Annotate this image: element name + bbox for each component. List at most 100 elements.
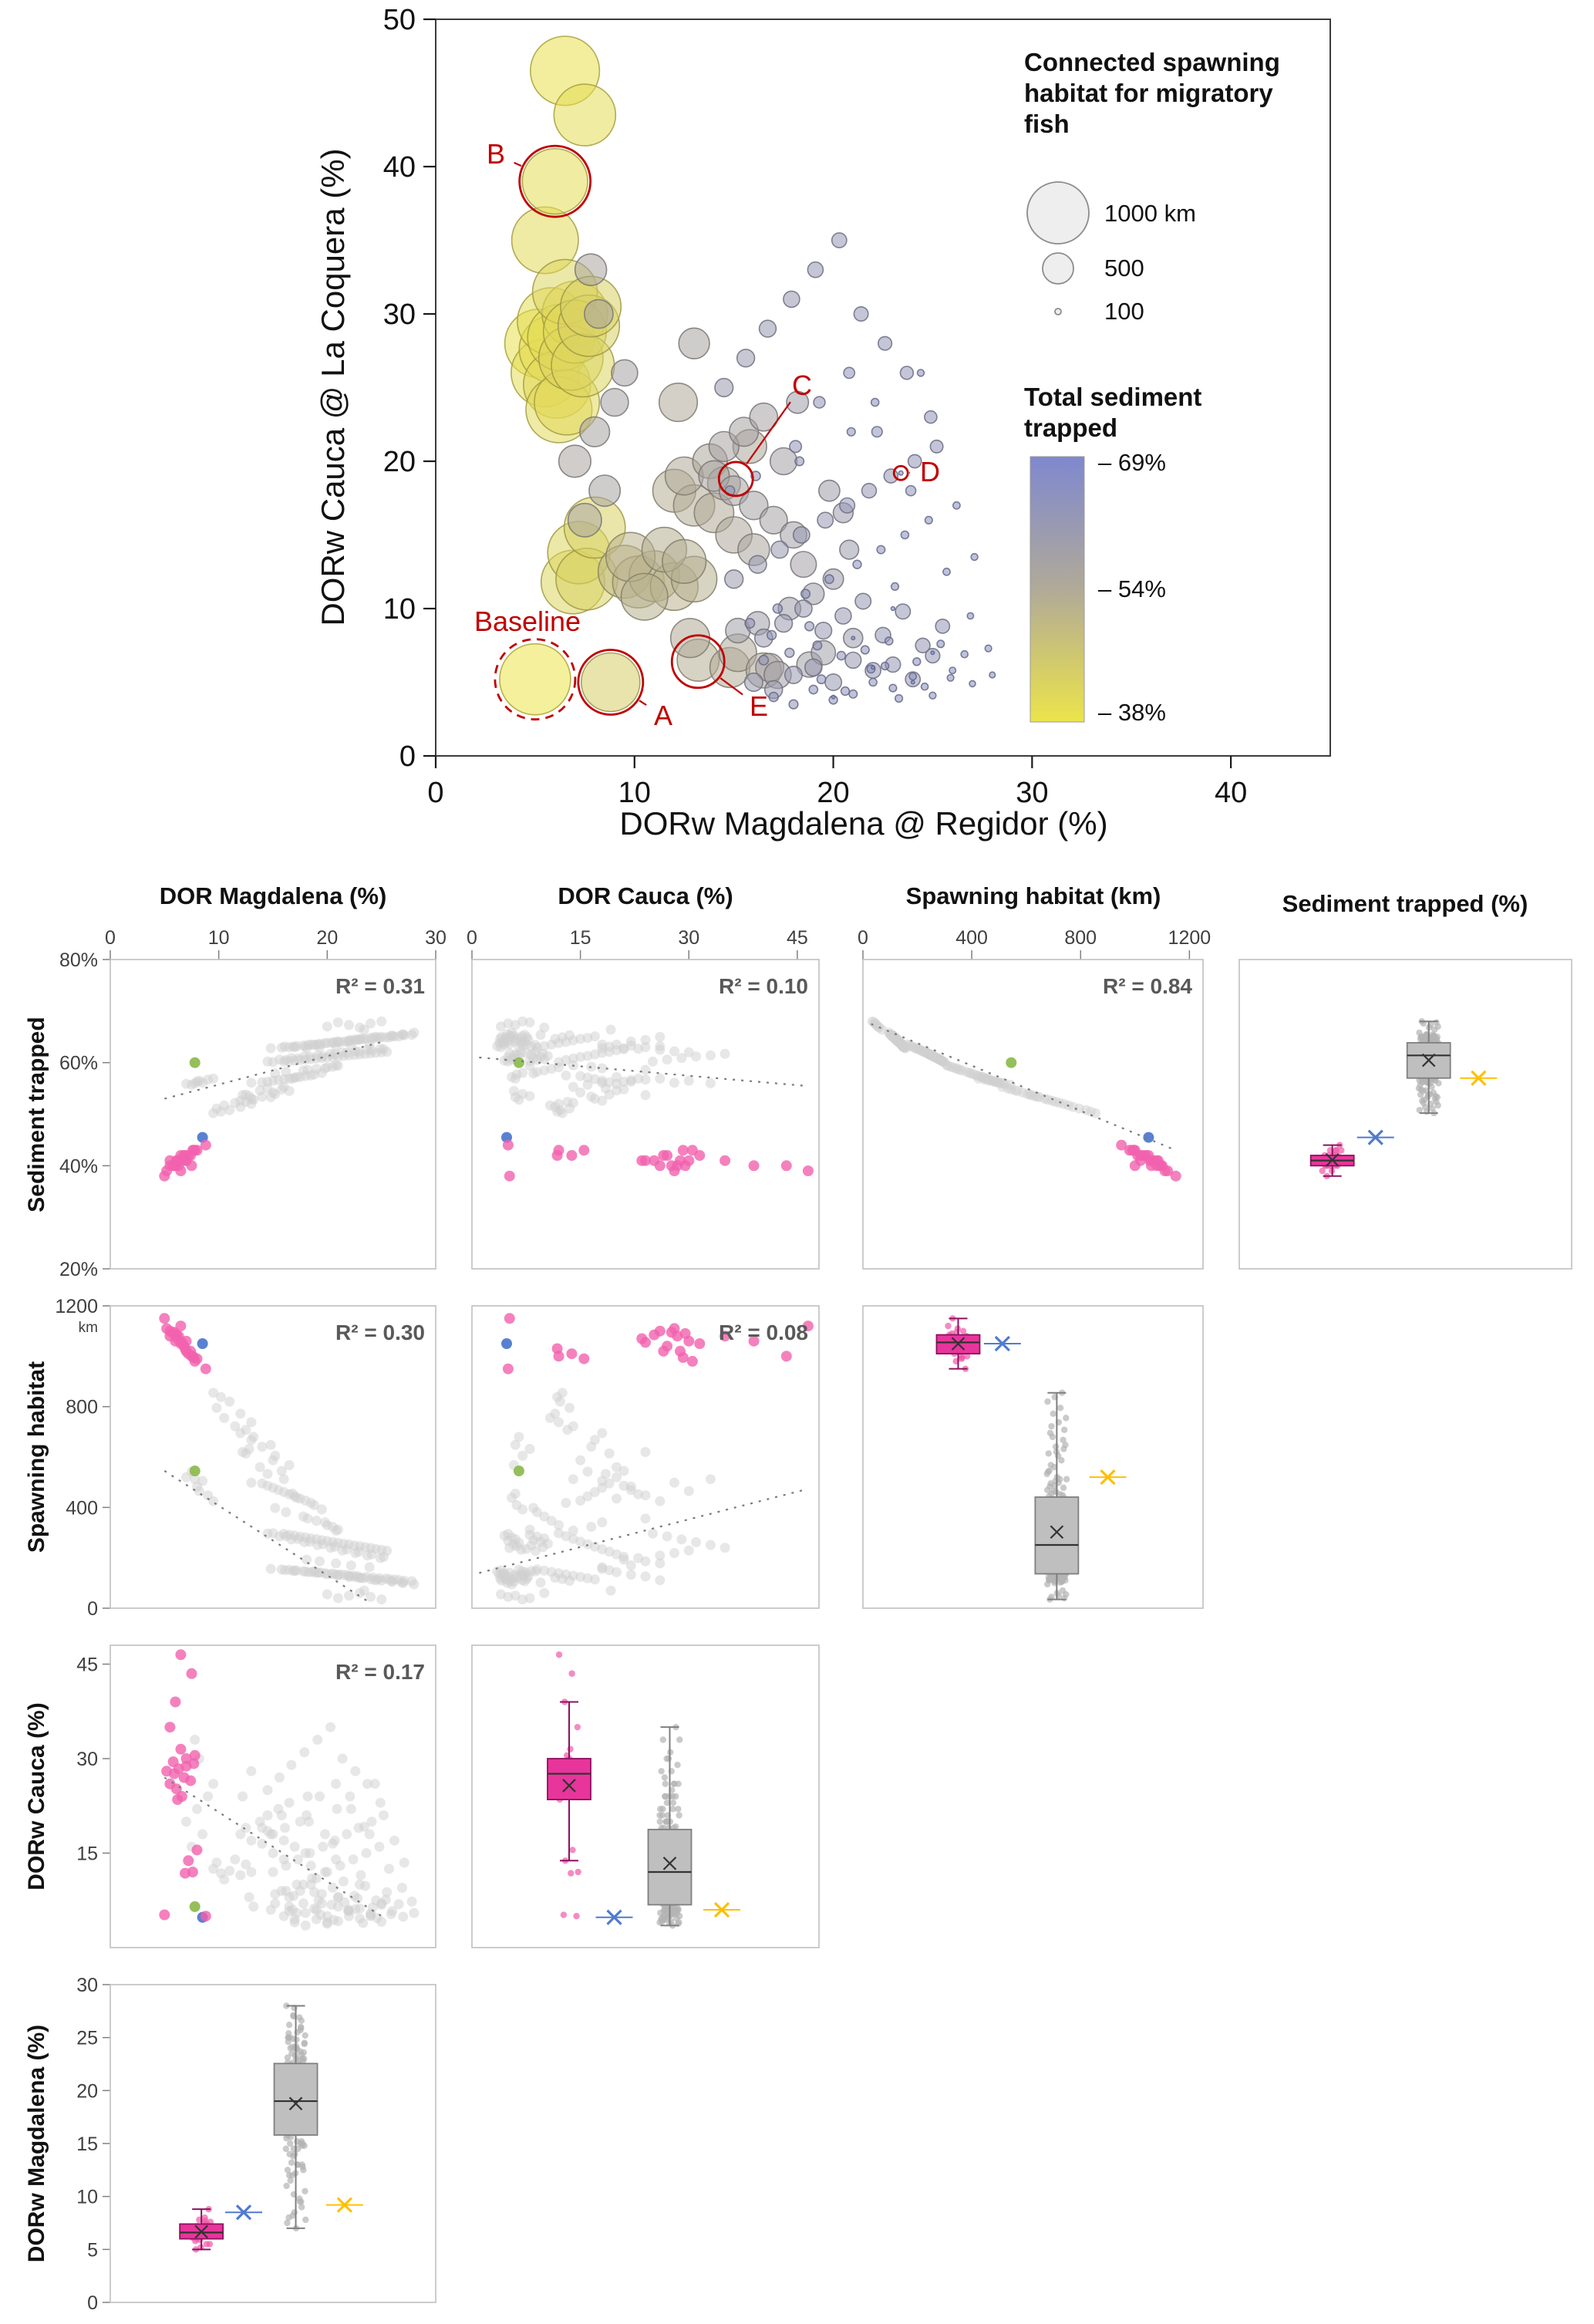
bubble-point	[895, 603, 912, 620]
scatter-point-gray	[531, 1047, 541, 1057]
bubble-point	[890, 582, 900, 592]
bubble-point	[916, 369, 925, 377]
scatter-point-gray	[546, 1516, 557, 1526]
scatter-point-gray	[575, 1455, 586, 1466]
scatter-point-gray	[194, 1486, 204, 1496]
scatter-point-gray	[511, 1572, 521, 1583]
bubble-point	[784, 647, 795, 658]
scatter-point-gray	[337, 1753, 348, 1764]
mean-x-marker	[713, 1901, 730, 1918]
mean-x-marker	[662, 1857, 677, 1870]
scatter-point-pink	[200, 1911, 211, 1922]
box-data-point	[675, 1906, 682, 1914]
scatter-point-gray	[262, 1469, 273, 1479]
box-data-point	[661, 1774, 669, 1781]
scatter-point-gray	[384, 1864, 394, 1874]
box-data-point	[676, 1812, 682, 1819]
scatter-point-gray	[531, 1507, 542, 1517]
box-data-point	[568, 1870, 575, 1877]
scatter-point-gray	[597, 1063, 608, 1074]
bubble-point	[600, 387, 629, 417]
scatter-point-gray	[358, 1573, 369, 1584]
row-tick-label: 30	[76, 1749, 98, 1770]
box-data-point	[289, 2153, 297, 2160]
scatter-point-gray	[662, 1054, 672, 1065]
box-data-point	[285, 2021, 293, 2029]
mean-x-marker	[994, 1335, 1010, 1352]
scatter-point-pink	[169, 1768, 180, 1779]
bubble-point	[831, 232, 848, 248]
annotation-label-e: E	[750, 690, 768, 722]
box-data-point	[294, 2138, 301, 2145]
scatter-point-gray	[640, 1042, 651, 1053]
box-data-point	[287, 2177, 294, 2184]
bubble-point	[894, 693, 904, 703]
row-tick-label: 1200	[55, 1296, 98, 1317]
scatter-point-gray	[332, 1901, 343, 1912]
r-squared-label: R² = 0.84	[1103, 974, 1192, 998]
scatter-point-gray	[364, 1829, 375, 1840]
r-squared-label: R² = 0.10	[719, 974, 808, 998]
bubble-point	[736, 349, 756, 368]
bubble-point	[669, 618, 711, 659]
bubble-point	[884, 636, 894, 646]
scatter-point-pink	[694, 1338, 706, 1349]
scatter-point-pink	[780, 1160, 792, 1172]
box-data-point	[1060, 1445, 1067, 1452]
scatter-point-gray	[662, 1531, 672, 1542]
scatter-point-gray	[241, 1823, 251, 1833]
scatter-point-gray	[254, 1816, 265, 1827]
scatter-point-gray	[640, 1490, 651, 1501]
bubble-point	[611, 359, 639, 387]
scatter-point-gray	[331, 1060, 342, 1071]
scatter-point-gray	[358, 1034, 369, 1044]
scatter-point-gray	[508, 1085, 519, 1096]
scatter-point-pink	[170, 1696, 181, 1708]
scatter-point-pink	[175, 1743, 187, 1755]
scatter-point-gray	[366, 1816, 377, 1827]
box-data-point	[1416, 1106, 1423, 1114]
scatter-point-gray	[315, 1042, 325, 1053]
scatter-point-gray	[270, 1889, 281, 1900]
scatter-point-pink	[748, 1160, 760, 1172]
box-data-point	[569, 1847, 576, 1853]
bubble-point	[852, 559, 862, 569]
scatter-point-gray	[320, 1063, 330, 1074]
annotation-circle-b	[518, 144, 592, 218]
box-data-point	[1420, 1099, 1427, 1106]
scatter-point-gray	[618, 1466, 629, 1476]
bubble-point	[723, 569, 744, 589]
box-data-point	[300, 2167, 307, 2174]
scatter-point-gray	[284, 1797, 295, 1808]
scatter-point-gray	[1026, 1090, 1037, 1101]
scatter-point-gray	[655, 1575, 666, 1586]
annotation-leader-line	[639, 700, 647, 706]
box-data-point	[658, 1768, 665, 1775]
scatter-point-gray	[311, 1873, 322, 1884]
scatter-point-gray	[676, 1534, 687, 1545]
scatter-point-gray	[396, 1030, 407, 1041]
column-header-dor-magdalena: DOR Magdalena (%)	[160, 882, 387, 909]
box-data-point	[662, 1793, 669, 1800]
annotation-circle-d	[892, 464, 909, 481]
box-data-point	[1417, 1081, 1424, 1088]
scatter-point-green	[189, 1466, 201, 1476]
scatter-point-gray	[219, 1100, 230, 1111]
scatter-point-gray	[216, 1391, 226, 1402]
annotation-leader-line	[746, 401, 791, 464]
box-rect	[647, 1828, 693, 1906]
mean-x-marker	[951, 1337, 965, 1351]
scatter-point-gray	[280, 1565, 290, 1576]
box-data-point	[202, 2218, 209, 2224]
bubble-point	[748, 555, 767, 574]
scatter-point-gray	[398, 1911, 409, 1922]
col-tick-label: 45	[787, 927, 808, 949]
bubble-point	[814, 621, 833, 640]
row-tick-label: 10	[76, 2187, 98, 2208]
bubble-point	[929, 439, 944, 454]
row-tick-label: 40%	[59, 1155, 98, 1177]
scatter-point-gray	[683, 1047, 694, 1057]
bubble-point	[749, 402, 779, 432]
col-tick-label: 30	[425, 927, 447, 949]
scatter-point-gray	[332, 1892, 343, 1903]
